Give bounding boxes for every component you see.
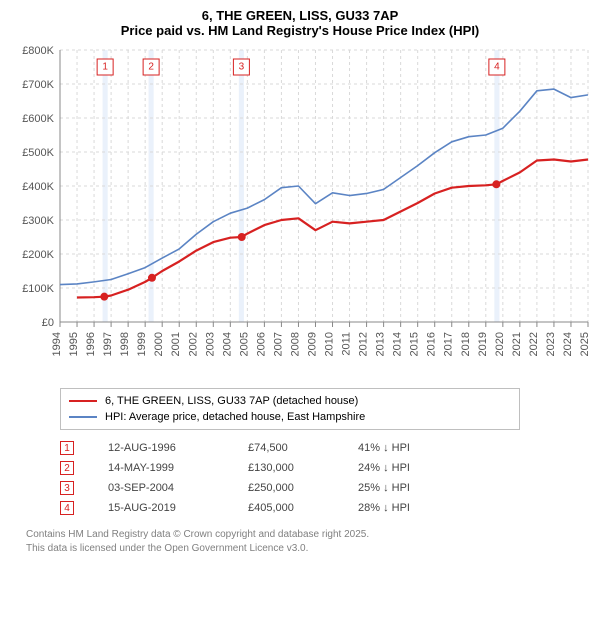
sale-price: £130,000 <box>248 462 358 474</box>
svg-text:2: 2 <box>148 62 154 73</box>
svg-text:1997: 1997 <box>102 332 114 356</box>
svg-text:1994: 1994 <box>51 332 63 356</box>
svg-text:1998: 1998 <box>119 332 131 356</box>
svg-text:£700K: £700K <box>22 79 54 91</box>
title-address: 6, THE GREEN, LISS, GU33 7AP <box>8 8 592 23</box>
sale-row: 1 12-AUG-1996£74,50041% ↓ HPI <box>60 438 592 458</box>
sale-pct: 24% ↓ HPI <box>358 462 468 474</box>
sale-marker: 1 <box>60 441 74 455</box>
legend-swatch <box>69 400 97 402</box>
svg-text:2023: 2023 <box>545 332 557 356</box>
svg-text:2024: 2024 <box>562 332 574 356</box>
svg-text:2007: 2007 <box>272 332 284 356</box>
line-chart: £0 £100K £200K £300K £400K £500K £600K £700K £80… <box>8 42 592 382</box>
svg-text:2005: 2005 <box>238 332 250 356</box>
sale-row: 3 03-SEP-2004£250,00025% ↓ HPI <box>60 478 592 498</box>
svg-text:£400K: £400K <box>22 181 54 193</box>
svg-text:2016: 2016 <box>426 332 438 356</box>
svg-text:2000: 2000 <box>153 332 165 356</box>
sale-pct: 41% ↓ HPI <box>358 442 468 454</box>
svg-text:2009: 2009 <box>306 332 318 356</box>
svg-text:2019: 2019 <box>477 332 489 356</box>
sale-date: 15-AUG-2019 <box>108 502 248 514</box>
sale-marker: 3 <box>60 481 74 495</box>
svg-text:2006: 2006 <box>255 332 267 356</box>
sale-row: 2 14-MAY-1999£130,00024% ↓ HPI <box>60 458 592 478</box>
svg-text:£500K: £500K <box>22 147 54 159</box>
svg-text:2011: 2011 <box>341 332 353 356</box>
svg-text:2001: 2001 <box>170 332 182 356</box>
svg-text:2012: 2012 <box>358 332 370 356</box>
svg-text:1: 1 <box>102 62 108 73</box>
title-subtitle: Price paid vs. HM Land Registry's House … <box>8 23 592 38</box>
sale-price: £74,500 <box>248 442 358 454</box>
sale-marker: 2 <box>60 461 74 475</box>
chart-title: 6, THE GREEN, LISS, GU33 7AP Price paid … <box>8 8 592 38</box>
svg-text:2015: 2015 <box>409 332 421 356</box>
svg-text:£0: £0 <box>42 317 54 329</box>
svg-text:2014: 2014 <box>392 332 404 356</box>
svg-text:4: 4 <box>494 62 500 73</box>
legend-item: 6, THE GREEN, LISS, GU33 7AP (detached h… <box>69 393 511 409</box>
sale-price: £405,000 <box>248 502 358 514</box>
sales-table: 1 12-AUG-1996£74,50041% ↓ HPI 2 14-MAY-1999… <box>60 438 592 518</box>
legend-label: 6, THE GREEN, LISS, GU33 7AP (detached h… <box>105 395 358 407</box>
legend-swatch <box>69 416 97 418</box>
svg-text:1995: 1995 <box>68 332 80 356</box>
svg-text:2010: 2010 <box>324 332 336 356</box>
sale-price: £250,000 <box>248 482 358 494</box>
svg-text:1996: 1996 <box>85 332 97 356</box>
svg-text:1999: 1999 <box>136 332 148 356</box>
svg-text:2025: 2025 <box>579 332 591 356</box>
sale-marker: 4 <box>60 501 74 515</box>
sale-pct: 28% ↓ HPI <box>358 502 468 514</box>
legend-item: HPI: Average price, detached house, East… <box>69 409 511 425</box>
svg-text:2021: 2021 <box>511 332 523 356</box>
sale-row: 4 15-AUG-2019£405,00028% ↓ HPI <box>60 498 592 518</box>
svg-text:£600K: £600K <box>22 113 54 125</box>
legend-label: HPI: Average price, detached house, East… <box>105 411 365 423</box>
svg-text:2018: 2018 <box>460 332 472 356</box>
svg-text:2017: 2017 <box>443 332 455 356</box>
sale-date: 12-AUG-1996 <box>108 442 248 454</box>
svg-text:£300K: £300K <box>22 215 54 227</box>
attribution: Contains HM Land Registry data © Crown c… <box>26 528 592 555</box>
svg-text:2003: 2003 <box>204 332 216 356</box>
svg-text:2022: 2022 <box>528 332 540 356</box>
attribution-line: This data is licensed under the Open Gov… <box>26 542 592 556</box>
svg-text:£100K: £100K <box>22 283 54 295</box>
sale-date: 14-MAY-1999 <box>108 462 248 474</box>
svg-text:£800K: £800K <box>22 45 54 57</box>
sale-pct: 25% ↓ HPI <box>358 482 468 494</box>
svg-text:2002: 2002 <box>187 332 199 356</box>
svg-text:2020: 2020 <box>494 332 506 356</box>
svg-text:3: 3 <box>239 62 245 73</box>
svg-text:2008: 2008 <box>289 332 301 356</box>
svg-text:2004: 2004 <box>221 332 233 356</box>
attribution-line: Contains HM Land Registry data © Crown c… <box>26 528 592 542</box>
svg-text:£200K: £200K <box>22 249 54 261</box>
svg-text:2013: 2013 <box>375 332 387 356</box>
sale-date: 03-SEP-2004 <box>108 482 248 494</box>
chart-legend: 6, THE GREEN, LISS, GU33 7AP (detached h… <box>60 388 520 430</box>
